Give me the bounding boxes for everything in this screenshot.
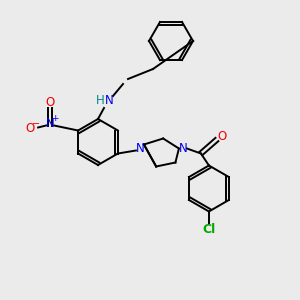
Text: H: H xyxy=(96,94,104,106)
Text: O: O xyxy=(217,130,226,143)
Text: N: N xyxy=(46,117,55,130)
Text: +: + xyxy=(51,114,59,123)
Text: N: N xyxy=(105,94,113,106)
Text: O: O xyxy=(46,96,55,109)
Text: N: N xyxy=(136,142,144,155)
Text: N: N xyxy=(178,142,187,155)
Text: −: − xyxy=(32,118,40,128)
Text: O: O xyxy=(26,122,35,135)
Text: Cl: Cl xyxy=(202,223,215,236)
